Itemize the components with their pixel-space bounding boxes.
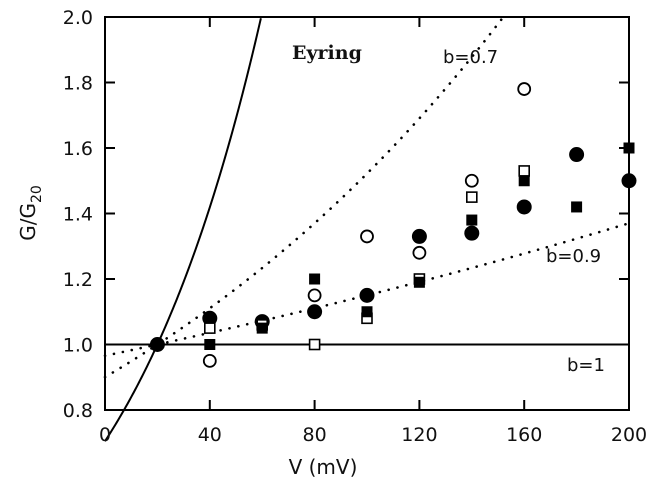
curve-label-b09: b=0.9 xyxy=(546,246,601,267)
filled-circle-point-7 xyxy=(464,225,480,241)
x-tick-label-3: 120 xyxy=(401,424,437,446)
curve-label-b1: b=1 xyxy=(567,355,605,376)
filled-square-point-2 xyxy=(256,322,268,334)
open-circle-point-2 xyxy=(307,288,322,303)
open-square-point-7 xyxy=(518,165,531,177)
filled-circle-point-1 xyxy=(149,337,165,352)
y-tick-label-4: 1.6 xyxy=(63,138,93,160)
open-square-point-1 xyxy=(204,322,216,334)
filled-square-point-4 xyxy=(361,306,373,318)
y-axis-title: G/G20 xyxy=(16,185,45,241)
filled-square-point-1 xyxy=(204,339,216,350)
filled-circle-point-5 xyxy=(359,287,375,303)
y-tick-label-6: 2.0 xyxy=(63,7,93,29)
open-circle-point-5 xyxy=(464,173,479,188)
filled-circle-point-2 xyxy=(202,310,218,326)
filled-circle-point-9 xyxy=(569,147,585,163)
open-circle-point-4 xyxy=(412,245,427,260)
filled-square-point-5 xyxy=(413,276,425,288)
y-axis-title-main: G/G xyxy=(16,203,40,241)
filled-square-point-7 xyxy=(518,175,530,187)
model-curves xyxy=(103,15,631,442)
axis-ticks xyxy=(104,16,630,411)
open-circle-point-1 xyxy=(202,353,217,368)
filled-square-point-9 xyxy=(623,142,635,154)
y-tick-label-1: 1.0 xyxy=(63,335,93,357)
curve-label-eyring: Eyring xyxy=(292,42,362,64)
curve-label-b07: b=0.7 xyxy=(443,47,498,68)
filled-circle-point-8 xyxy=(516,199,532,215)
y-tick-label-3: 1.4 xyxy=(63,204,93,226)
open-circle-point-6 xyxy=(517,82,532,96)
filled-circle-point-10 xyxy=(621,173,637,189)
x-tick-label-1: 40 xyxy=(198,424,222,446)
y-axis-title-subscript: 20 xyxy=(29,185,45,203)
filled-square-point-3 xyxy=(309,273,321,285)
open-circle-point-3 xyxy=(360,229,374,244)
x-tick-label-0: 0 xyxy=(99,424,111,446)
plot-frame xyxy=(104,16,630,411)
model-curve-2 xyxy=(103,15,505,379)
model-curve-1 xyxy=(104,18,262,442)
y-tick-label-5: 1.8 xyxy=(63,73,93,95)
x-tick-label-4: 160 xyxy=(506,424,542,446)
filled-circle-point-6 xyxy=(411,228,427,244)
data-points xyxy=(149,82,637,368)
filled-circle-point-4 xyxy=(307,304,323,320)
y-tick-label-2: 1.2 xyxy=(63,269,93,291)
x-tick-label-5: 200 xyxy=(611,424,647,446)
open-square-point-3 xyxy=(308,338,321,351)
x-tick-label-2: 80 xyxy=(303,424,327,446)
x-axis-title: V (mV) xyxy=(289,455,358,479)
y-tick-label-0: 0.8 xyxy=(63,400,93,422)
tick-labels: 0 40 80 120 160 200 0.8 1.0 1.2 1.4 1.6 1.8 2.0 xyxy=(63,7,647,446)
filled-square-point-8 xyxy=(571,201,583,213)
open-square-point-6 xyxy=(465,191,478,203)
filled-square-point-6 xyxy=(466,214,478,226)
